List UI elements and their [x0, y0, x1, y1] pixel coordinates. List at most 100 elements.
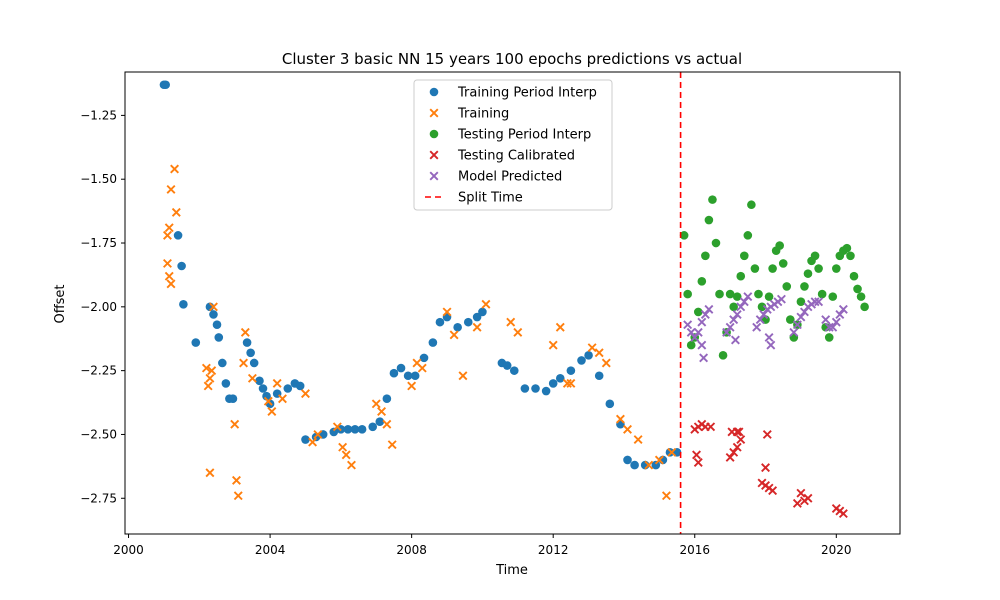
data-point-testing-period-interp: [736, 271, 746, 281]
data-point-model-predicted: [810, 297, 820, 307]
data-point-testing-period-interp: [768, 264, 777, 273]
data-point-testing-period-interp: [842, 243, 852, 253]
data-point-training-period-interp: [623, 455, 632, 465]
data-point-training: [205, 468, 215, 478]
x-tick-label: 2012: [538, 543, 569, 557]
data-point-training-period-interp: [389, 368, 399, 378]
data-point-testing-calibrated: [762, 429, 772, 439]
data-point-testing-period-interp: [747, 200, 756, 210]
data-point-training: [272, 378, 282, 388]
data-point-testing-calibrated: [693, 458, 703, 468]
data-point-testing-period-interp: [693, 307, 703, 317]
data-point-model-predicted: [743, 292, 753, 302]
data-point-testing-period-interp: [764, 292, 774, 301]
data-point-training-period-interp: [209, 310, 218, 319]
data-point-model-predicted: [725, 322, 735, 332]
data-point-model-predicted: [697, 340, 707, 350]
data-point-training-period-interp: [214, 333, 224, 342]
data-point-training-period-interp: [555, 373, 565, 383]
data-point-training-period-interp: [212, 320, 222, 329]
data-point-training: [166, 279, 176, 289]
data-point-training: [594, 348, 604, 358]
legend-label: Testing Period Interp: [457, 128, 591, 143]
data-point-model-predicted: [690, 332, 700, 342]
y-tick-label: −1.25: [80, 108, 117, 122]
data-point-training-period-interp: [541, 386, 551, 396]
legend-item-split-time: Split Time: [425, 191, 523, 206]
data-point-testing-period-interp: [824, 333, 834, 342]
legend-label: Training: [457, 107, 509, 122]
data-point-testing-period-interp: [729, 302, 738, 312]
data-point-model-predicted: [683, 320, 693, 330]
data-point-training-period-interp: [191, 338, 201, 347]
data-point-training-period-interp: [228, 394, 238, 404]
data-point-model-predicted: [766, 340, 776, 350]
legend-item-testing-period-interp: Testing Period Interp: [429, 128, 591, 143]
data-point-training: [240, 327, 250, 337]
data-point-training-period-interp: [566, 366, 576, 375]
plot-area: [124, 71, 901, 535]
data-point-testing-period-interp: [832, 264, 841, 273]
data-point-testing-calibrated: [761, 463, 770, 473]
data-point-training: [171, 207, 181, 217]
data-point-training-period-interp: [258, 384, 268, 393]
data-point-testing-period-interp: [757, 302, 767, 312]
series-training: [162, 164, 677, 501]
data-point-model-predicted: [792, 320, 802, 330]
data-point-training: [203, 381, 213, 391]
x-axis-label: Time: [495, 563, 528, 578]
data-point-testing-period-interp: [725, 289, 735, 299]
data-point-model-predicted: [776, 294, 786, 304]
data-point-training-period-interp: [630, 460, 639, 470]
data-point-model-predicted: [799, 307, 809, 317]
data-point-training-period-interp: [520, 384, 530, 393]
data-point-testing-period-interp: [860, 302, 869, 312]
data-point-model-predicted: [831, 317, 841, 327]
x-tick-label: 2020: [821, 543, 852, 557]
legend-marker: [429, 87, 439, 97]
data-point-training: [201, 363, 211, 373]
data-point-training-period-interp: [605, 399, 615, 409]
data-point-testing-period-interp: [701, 251, 710, 261]
x-tick-label: 2016: [679, 543, 710, 557]
data-point-testing-period-interp: [846, 251, 855, 261]
data-point-testing-period-interp: [704, 215, 714, 225]
data-point-testing-period-interp: [743, 231, 753, 240]
legend-item-testing-calibrated: Testing Calibrated: [429, 149, 575, 164]
data-point-testing-period-interp: [686, 340, 696, 350]
data-point-training: [205, 373, 215, 383]
data-point-training-period-interp: [173, 231, 183, 240]
data-point-model-predicted: [835, 310, 845, 319]
data-point-training-period-interp: [403, 371, 413, 381]
data-point-testing-period-interp: [715, 289, 724, 299]
legend-label: Model Predicted: [458, 170, 562, 185]
data-point-testing-period-interp: [803, 269, 813, 278]
data-point-training-period-interp: [329, 427, 339, 437]
data-point-training: [162, 230, 172, 240]
data-point-training: [230, 419, 240, 429]
x-tick-label: 2004: [255, 543, 286, 557]
data-point-training-period-interp: [368, 422, 378, 432]
data-point-training: [513, 327, 523, 337]
data-point-model-predicted: [722, 327, 732, 337]
data-point-model-predicted: [693, 327, 703, 337]
data-point-training: [301, 389, 310, 399]
data-point-training: [387, 440, 397, 450]
data-point-training-period-interp: [584, 351, 593, 360]
data-point-training: [449, 330, 459, 340]
data-point-model-predicted: [789, 327, 799, 337]
data-point-training: [555, 322, 565, 332]
data-point-training: [166, 184, 176, 194]
data-point-model-predicted: [700, 310, 710, 319]
data-point-training: [615, 414, 625, 424]
series-testing-calibrated: [690, 419, 848, 519]
data-point-training: [377, 407, 387, 416]
data-point-testing-period-interp: [849, 271, 859, 281]
data-point-training-period-interp: [577, 356, 586, 365]
legend-label: Training Period Interp: [457, 86, 597, 101]
y-tick-label: −1.50: [80, 172, 117, 186]
data-point-testing-calibrated: [803, 493, 813, 503]
data-point-training: [308, 437, 318, 447]
data-point-model-predicted: [796, 312, 806, 322]
data-point-training-period-interp: [255, 376, 264, 386]
